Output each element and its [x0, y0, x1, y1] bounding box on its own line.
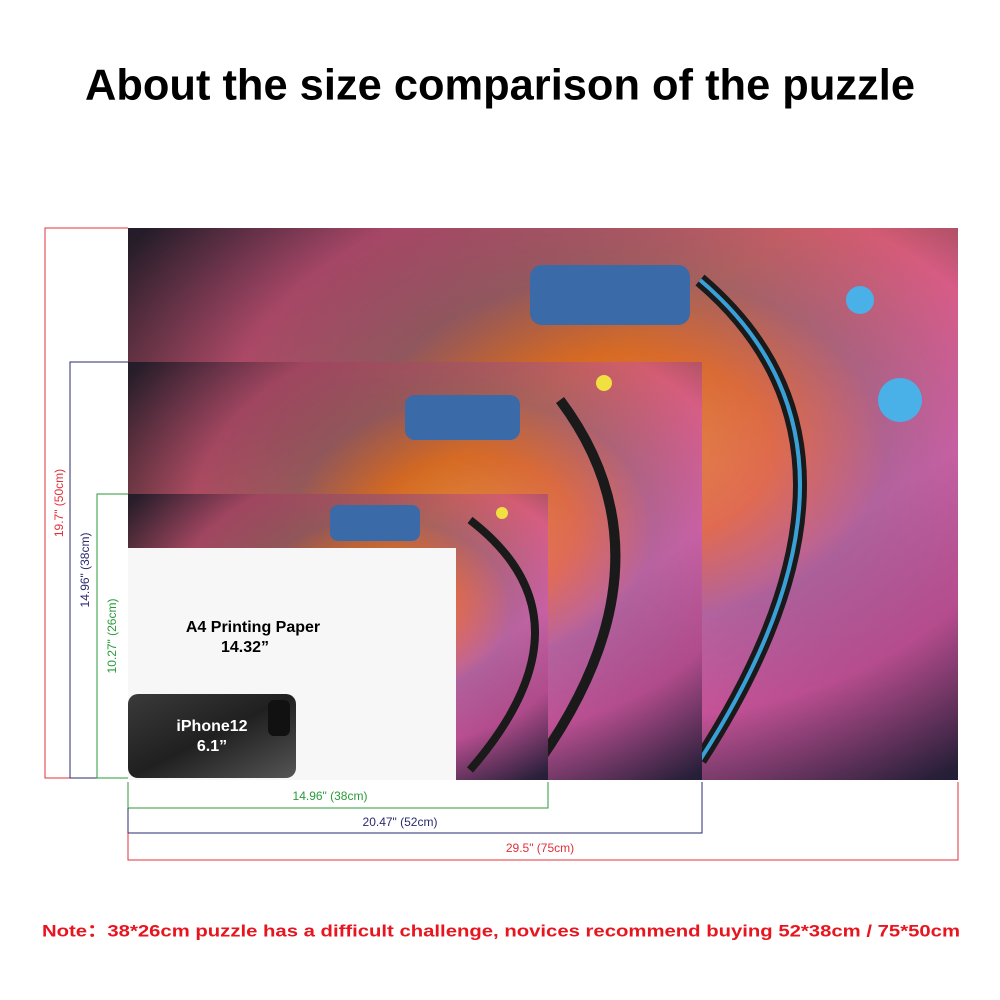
phone-size: 6.1”: [197, 738, 227, 755]
paper-size: 14.32”: [221, 639, 269, 656]
phone-label: iPhone12: [176, 718, 247, 735]
height-lines: [44, 227, 128, 779]
title: About the size comparison of the puzzle: [85, 61, 915, 110]
paper-label: A4 Printing Paper: [186, 619, 320, 636]
iphone: [128, 694, 296, 778]
height-label: 10.27" (26cm): [105, 599, 119, 674]
width-label: 14.96" (38cm): [293, 789, 368, 803]
height-label: 19.7" (50cm): [52, 469, 66, 537]
note: Note：38*26cm puzzle has a difficult chal…: [42, 921, 960, 940]
width-label: 29.5" (75cm): [506, 841, 574, 855]
height-label: 14.96" (38cm): [78, 533, 92, 608]
width-lines: [127, 782, 959, 861]
width-label: 20.47" (52cm): [363, 815, 438, 829]
camera: [268, 700, 290, 736]
